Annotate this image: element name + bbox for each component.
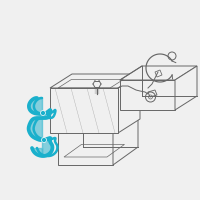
Circle shape [40, 110, 46, 116]
Polygon shape [120, 80, 175, 110]
Polygon shape [175, 66, 197, 110]
Polygon shape [58, 97, 138, 115]
Polygon shape [50, 74, 140, 88]
Circle shape [42, 138, 46, 142]
Polygon shape [58, 115, 113, 165]
Polygon shape [120, 66, 197, 80]
Polygon shape [118, 74, 140, 133]
Polygon shape [50, 88, 118, 133]
Polygon shape [113, 97, 138, 165]
